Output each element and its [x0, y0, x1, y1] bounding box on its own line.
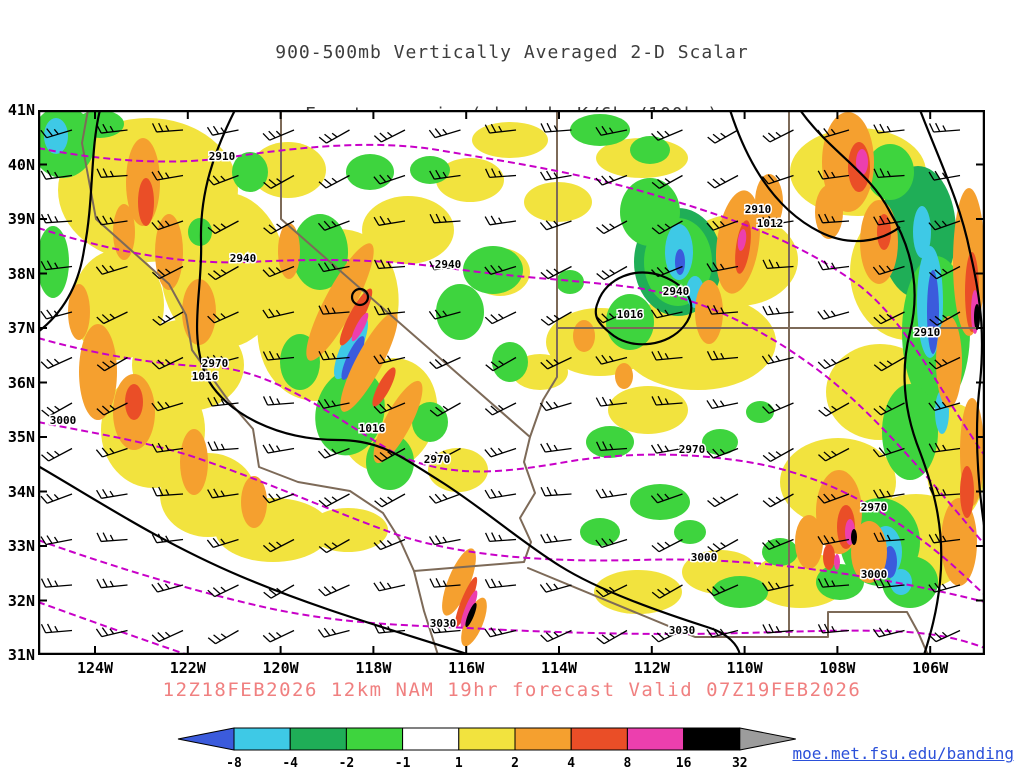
svg-text:1: 1 [455, 756, 463, 768]
svg-text:2910: 2910 [745, 203, 772, 216]
svg-text:-4: -4 [282, 756, 298, 768]
svg-text:32: 32 [732, 756, 748, 768]
svg-text:3000: 3000 [50, 414, 77, 427]
contour-value-labels: 2910 2940 2940 2940 2910 2910 2970 2970 2970 2970… [48, 149, 942, 639]
lat-tick-label: 39N [7, 210, 35, 228]
lat-tick-label: 32N [7, 591, 35, 610]
svg-text:2970: 2970 [202, 357, 229, 370]
map-area: 2910 2940 2940 2940 2910 2910 2970 2970 2970 2970… [38, 110, 985, 655]
svg-text:3000: 3000 [691, 551, 718, 564]
svg-text:8: 8 [623, 756, 631, 768]
lat-tick-label: 38N [7, 264, 35, 283]
svg-text:2: 2 [511, 756, 519, 768]
svg-text:2970: 2970 [861, 501, 888, 514]
svg-text:3030: 3030 [430, 617, 457, 630]
map-border [38, 110, 985, 655]
mslp-contours [38, 110, 985, 655]
lat-tick-label: 41N [7, 101, 35, 119]
svg-text:1016: 1016 [359, 422, 386, 435]
svg-text:2970: 2970 [679, 443, 706, 456]
lon-tick-label: 112W [633, 659, 670, 677]
lat-tick-label: 37N [7, 319, 35, 337]
svg-text:1016: 1016 [617, 308, 644, 321]
lat-tick-label: 40N [7, 155, 35, 174]
svg-text:2940: 2940 [230, 252, 257, 265]
colorbar: -8 -4 -2 -1 1 2 4 8 16 32 [176, 726, 816, 768]
svg-text:2910: 2910 [914, 326, 941, 339]
svg-text:2940: 2940 [663, 285, 690, 298]
svg-text:1016: 1016 [192, 370, 219, 383]
lat-tick-label: 31N [7, 646, 35, 664]
lon-tick-label: 124W [76, 659, 114, 677]
lon-tick-label: 110W [726, 659, 763, 677]
svg-text:1012: 1012 [757, 217, 784, 230]
lon-tick-label: 114W [540, 659, 578, 677]
lon-tick-label: 108W [819, 659, 856, 677]
svg-text:3000: 3000 [861, 568, 888, 581]
forecast-caption: 12Z18FEB2026 12km NAM 19hr forecast Vali… [162, 679, 862, 701]
svg-text:2910: 2910 [209, 150, 236, 163]
lat-tick-label: 36N [7, 373, 35, 392]
lat-tick-label: 33N [7, 537, 35, 555]
svg-text:-1: -1 [395, 756, 411, 768]
lon-tick-label: 116W [448, 659, 485, 677]
lon-tick-label: 122W [169, 659, 206, 677]
lat-tick-label: 34N [7, 482, 35, 501]
svg-text:-2: -2 [339, 756, 355, 768]
lat-tick-label: 35N [7, 428, 35, 446]
svg-text:2970: 2970 [424, 453, 451, 466]
title-line-1: 900-500mb Vertically Averaged 2-D Scalar [275, 42, 749, 63]
lon-tick-label: 118W [355, 659, 392, 677]
svg-text:2940: 2940 [435, 258, 462, 271]
svg-text:3030: 3030 [669, 624, 696, 637]
credit-link[interactable]: moe.met.fsu.edu/banding [792, 744, 1014, 763]
svg-text:-8: -8 [226, 756, 242, 768]
lon-tick-label: 120W [262, 659, 299, 677]
forecast-map: 2910 2940 2940 2940 2910 2910 2970 2970 2970 2970… [38, 110, 985, 655]
svg-text:4: 4 [567, 756, 575, 768]
svg-text:16: 16 [676, 756, 692, 768]
lon-tick-label: 106W [912, 659, 949, 677]
